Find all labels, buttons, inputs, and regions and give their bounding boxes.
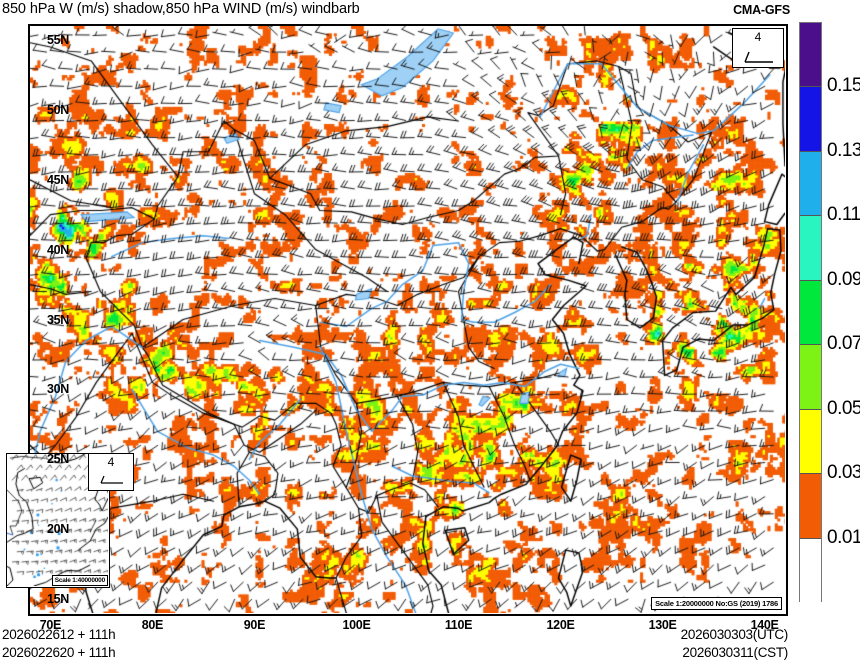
lon-tick-80E: 80E: [141, 618, 164, 632]
colorbar-tick-0.13: 0.13: [827, 139, 860, 161]
colorbar-segment-4: [800, 280, 821, 346]
main-scale-label: Scale 1:20000000 No:GS (2019) 1786: [651, 597, 782, 610]
windbarb-legend-box: 4: [732, 28, 784, 68]
colorbar-segment-6: [800, 409, 821, 475]
lon-tick-130E: 130E: [648, 618, 677, 632]
lat-tick-55N: 55N: [46, 32, 69, 47]
lon-tick-90E: 90E: [243, 618, 266, 632]
map-canvas-wrap: [30, 26, 786, 614]
colorbar-tick-0.07: 0.07: [827, 333, 860, 355]
colorbar-tick-0.15: 0.15: [827, 75, 860, 97]
footer-valid-time-cst: 2026030311(CST): [682, 645, 788, 660]
colorbar-tick-0.05: 0.05: [827, 397, 860, 419]
footer-init-time-2: 2026022620 + 111h: [2, 645, 116, 660]
lat-tick-20N: 20N: [46, 522, 69, 537]
lon-tick-140E: 140E: [750, 618, 779, 632]
inset-scale-label: Scale 1:40000000: [51, 575, 108, 586]
lon-tick-120E: 120E: [546, 618, 575, 632]
inset-windbarb-legend-icon: [100, 475, 123, 484]
inset-windbarb-legend-value: 4: [107, 455, 115, 469]
footer-valid-time-utc: 2026030303(UTC): [680, 627, 789, 642]
colorbar-segment-8: [800, 538, 821, 603]
colorbar-tick-0.11: 0.11: [827, 204, 860, 226]
colorbar-segment-1: [800, 87, 821, 152]
colorbar-segment-3: [800, 216, 821, 281]
inset-windbarb-legend-box: 4: [88, 453, 134, 491]
lat-tick-40N: 40N: [46, 242, 69, 257]
page-title: 850 hPa W (m/s) shadow,850 hPa WIND (m/s…: [2, 1, 360, 17]
colorbar-tick-0.01: 0.01: [827, 526, 860, 548]
lat-tick-35N: 35N: [46, 312, 69, 327]
model-label: CMA-GFS: [733, 3, 790, 17]
colorbar-tick-0.03: 0.03: [827, 462, 860, 484]
colorbar[interactable]: [799, 22, 822, 603]
lat-tick-45N: 45N: [46, 172, 69, 187]
windbarb-legend-icon: [744, 51, 773, 63]
colorbar-segment-7: [800, 474, 821, 539]
lon-tick-110E: 110E: [444, 618, 473, 632]
lat-tick-50N: 50N: [46, 102, 69, 117]
colorbar-segment-2: [800, 151, 821, 217]
weather-map-canvas: [30, 26, 785, 613]
windbarb-legend-value: 4: [754, 30, 762, 44]
lon-tick-70E: 70E: [39, 618, 62, 632]
colorbar-segment-5: [800, 345, 821, 410]
colorbar-segment-0: [800, 23, 821, 88]
lat-tick-25N: 25N: [46, 452, 69, 467]
lat-tick-15N: 15N: [46, 592, 69, 607]
map-plot-area[interactable]: 4 Scale 1:20000000 No:GS (2019) 1786: [28, 24, 788, 616]
footer-init-time-1: 2026022612 + 111h: [2, 627, 116, 642]
lon-tick-100E: 100E: [342, 618, 371, 632]
colorbar-tick-0.09: 0.09: [827, 268, 860, 290]
lat-tick-30N: 30N: [46, 382, 69, 397]
